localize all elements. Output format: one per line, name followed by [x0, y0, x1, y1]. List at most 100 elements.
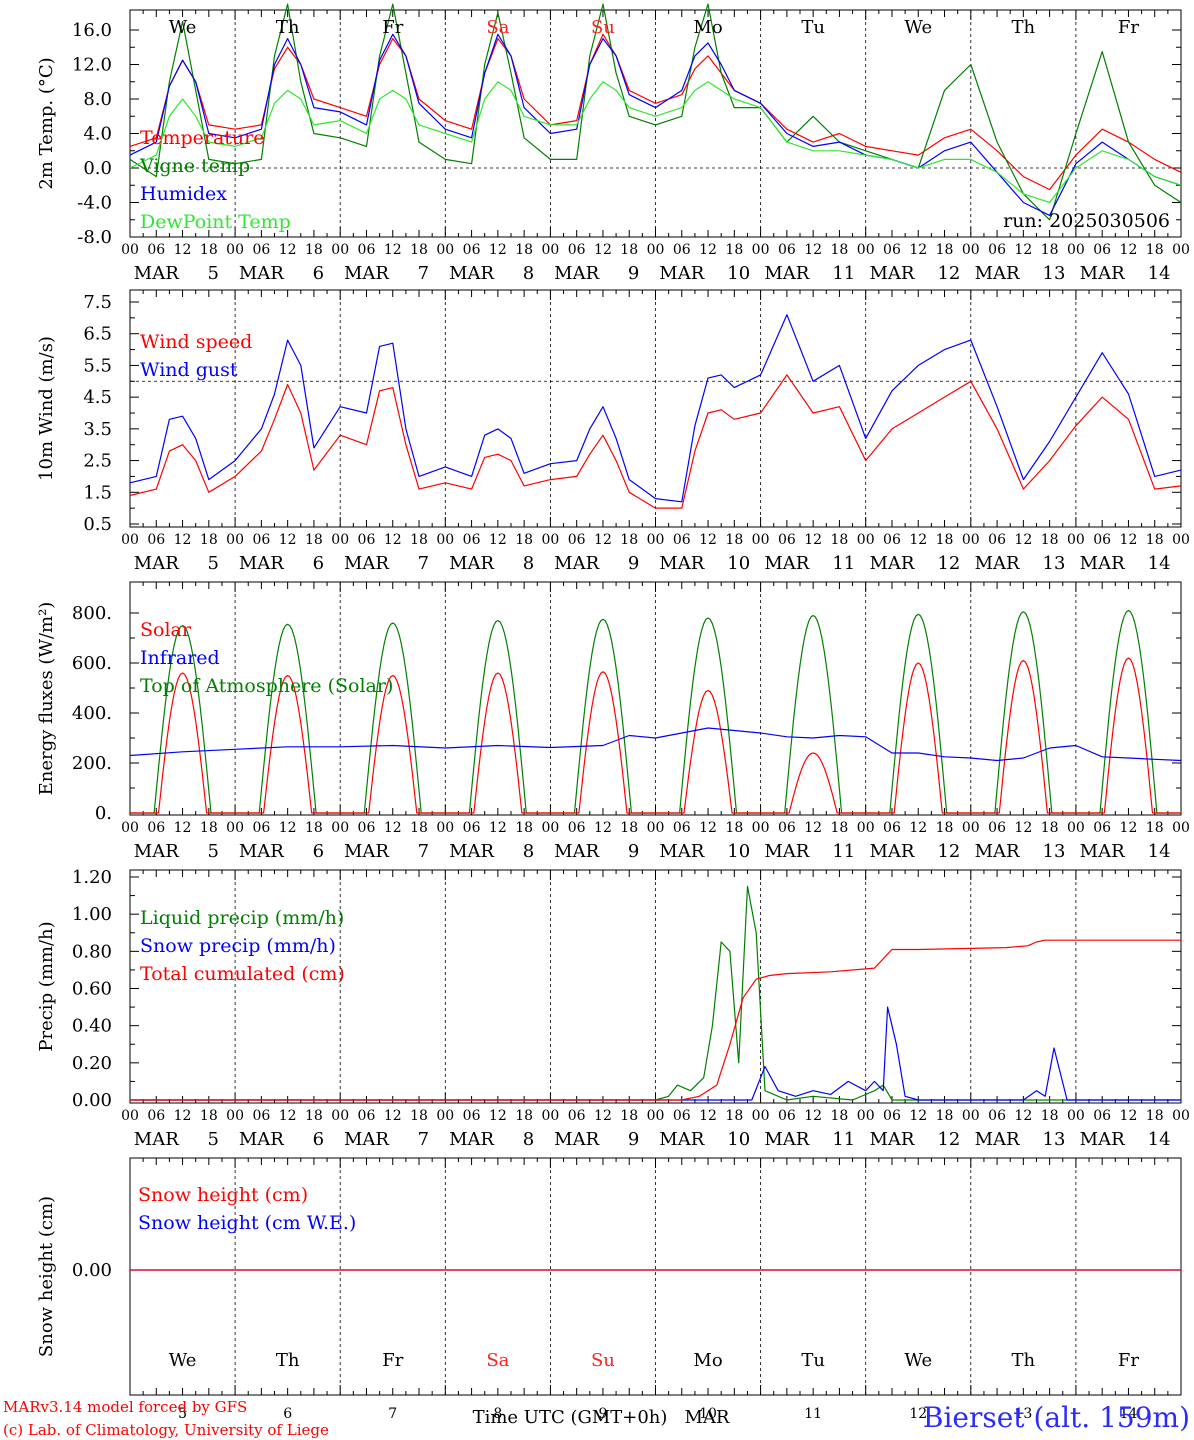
date-label: 13	[1043, 263, 1066, 284]
hour-tick-label: 18	[620, 532, 638, 548]
month-label: MAR	[1080, 263, 1125, 284]
legend-2: Wind speed Wind gust	[140, 331, 252, 381]
weekday-label: Sa	[486, 17, 509, 38]
month-label: MAR	[659, 263, 704, 284]
hour-tick-label: 06	[673, 242, 691, 258]
month-label: MAR	[1080, 1129, 1125, 1150]
hour-tick-label: 18	[200, 1108, 218, 1124]
hour-tick-label: 06	[252, 1108, 270, 1124]
hour-tick-label: 00	[436, 1108, 454, 1124]
legend-entry: Humidex	[140, 183, 227, 205]
month-label: MAR	[449, 841, 494, 862]
date-label: 11	[832, 263, 855, 284]
x-axis-labels-4: 00 06 12 18 MAR 5 00 06 12 18 MAR 6 00 06 12 18 MAR 7 00 06…	[121, 1108, 1190, 1150]
hour-tick-label: 12	[1014, 532, 1032, 548]
hour-tick-label: 18	[725, 242, 743, 258]
month-label: MAR	[659, 841, 704, 862]
hour-tick-label: 00	[541, 820, 559, 836]
hour-tick-label: 06	[568, 242, 586, 258]
hour-tick-label: 06	[358, 1108, 376, 1124]
x-axis-title: Time UTC (GMT+0h)	[473, 1407, 668, 1428]
hour-tick-label: 00	[541, 532, 559, 548]
hour-tick-label: 12	[909, 820, 927, 836]
y-axis-4: 1.20 1.00 0.80 0.60 0.40 0.20 0.00 Precip (mm/h…	[36, 867, 1181, 1111]
date-label: 14	[1148, 263, 1171, 284]
hour-tick-label: 06	[988, 1108, 1006, 1124]
weekday-label: Tu	[801, 17, 825, 38]
hour-tick-label: 00	[121, 1108, 139, 1124]
panel-3	[129, 581, 1182, 816]
hour-tick-label: 06	[883, 532, 901, 548]
x-axis-month: MAR	[685, 1407, 730, 1428]
y-tick-label: 200.	[72, 753, 112, 774]
hour-tick-label: 06	[778, 820, 796, 836]
hour-tick-label: 06	[673, 532, 691, 548]
panel-frame	[129, 289, 1182, 528]
hour-tick-label: 06	[252, 242, 270, 258]
hour-tick-label: 06	[568, 1108, 586, 1124]
legend-entry: Liquid precip (mm/h)	[140, 907, 344, 929]
date-label: 14	[1120, 1406, 1138, 1422]
legend-4: Liquid precip (mm/h) Snow precip (mm/h) To…	[140, 907, 345, 985]
series-line	[130, 1006, 1181, 1101]
hour-tick-label: 06	[1093, 242, 1111, 258]
month-label: MAR	[764, 1129, 809, 1150]
weekday-label: Fr	[382, 1350, 403, 1371]
hour-tick-label: 18	[305, 242, 323, 258]
hour-tick-label: 00	[857, 820, 875, 836]
date-label: 12	[937, 841, 960, 862]
date-label: 9	[628, 841, 639, 862]
hour-tick-label: 18	[831, 242, 849, 258]
y-tick-label: 4.5	[83, 387, 112, 408]
panel-5	[129, 1157, 1182, 1396]
hour-tick-label: 06	[883, 1108, 901, 1124]
hour-tick-label: 12	[279, 820, 297, 836]
hour-tick-label: 18	[725, 820, 743, 836]
y-tick-label: 12.0	[72, 55, 112, 76]
series-line	[130, 885, 1181, 1101]
month-label: MAR	[975, 841, 1020, 862]
hour-tick-label: 06	[988, 242, 1006, 258]
weekday-label: Th	[1012, 17, 1036, 38]
month-label: MAR	[134, 263, 179, 284]
hour-tick-label: 00	[331, 1108, 349, 1124]
month-label: MAR	[344, 553, 389, 574]
weekday-label: We	[904, 17, 932, 38]
y-tick-label: 2.5	[83, 451, 112, 472]
y-tick-label: 0.00	[72, 1090, 112, 1111]
x-axis-labels-3: 00 06 12 18 MAR 5 00 06 12 18 MAR 6 00 06 12 18 MAR 7 00 06…	[121, 820, 1190, 862]
hour-tick-label: 06	[463, 532, 481, 548]
hour-tick-label: 12	[594, 242, 612, 258]
hour-tick-label: 18	[936, 532, 954, 548]
legend-entry: Total cumulated (cm)	[140, 963, 345, 985]
hour-tick-label: 18	[725, 1108, 743, 1124]
month-label: MAR	[344, 1129, 389, 1150]
hour-tick-label: 12	[1120, 242, 1138, 258]
hour-tick-label: 00	[226, 532, 244, 548]
date-label: 7	[418, 841, 429, 862]
run-label: run: 2025030506	[1003, 210, 1170, 232]
date-label: 8	[523, 553, 534, 574]
hour-tick-label: 18	[1146, 532, 1164, 548]
date-label: 5	[178, 1406, 187, 1422]
legend-3: Solar Infrared Top of Atmosphere (Solar)	[140, 619, 393, 697]
y-tick-label: 0.	[95, 803, 112, 824]
month-label: MAR	[239, 1129, 284, 1150]
y-tick-label: 0.20	[72, 1053, 112, 1074]
hour-tick-label: 12	[1120, 820, 1138, 836]
hour-tick-label: 00	[752, 1108, 770, 1124]
weekday-label: We	[904, 1350, 932, 1371]
hour-tick-label: 00	[1067, 242, 1085, 258]
hour-tick-label: 18	[936, 242, 954, 258]
hour-tick-label: 12	[174, 820, 192, 836]
x-axis-labels-2: 00 06 12 18 MAR 5 00 06 12 18 MAR 6 00 06 12 18 MAR 7 00 06…	[121, 532, 1190, 574]
y-tick-label: 1.20	[72, 867, 112, 888]
y-tick-label: -8.0	[77, 227, 112, 248]
hour-tick-label: 18	[1041, 820, 1059, 836]
hour-tick-label: 00	[752, 242, 770, 258]
hour-tick-label: 18	[515, 532, 533, 548]
y-tick-label: -4.0	[77, 193, 112, 214]
weekday-label: We	[169, 1350, 197, 1371]
month-label: MAR	[554, 553, 599, 574]
weekday-label: Th	[276, 17, 300, 38]
